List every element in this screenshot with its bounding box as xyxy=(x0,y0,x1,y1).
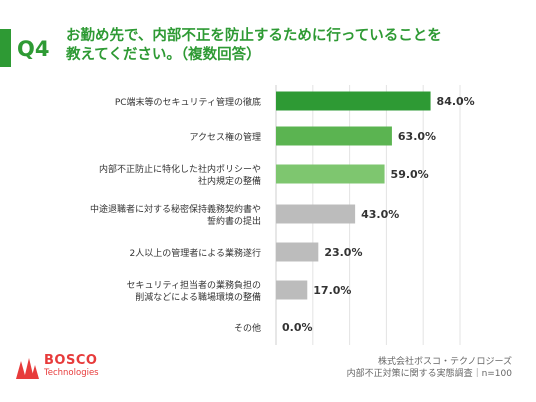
bar xyxy=(276,242,319,262)
value-label: 63.0% xyxy=(398,130,436,143)
value-label: 59.0% xyxy=(391,168,429,181)
bosco-logo-icon xyxy=(16,358,39,379)
category-label: その他 xyxy=(234,322,261,334)
source-company: 株式会社ボスコ・テクノロジーズ xyxy=(377,357,512,367)
value-label: 17.0% xyxy=(313,284,351,297)
value-label: 84.0% xyxy=(437,95,475,108)
question-header: Q4 お勤め先で、内部不正を防止するために行っていることを 教えてください。（複… xyxy=(0,28,536,68)
source-note: 株式会社ボスコ・テクノロジーズ 内部不正対策に関する実態調査｜n=100 xyxy=(347,356,512,380)
logo-name: BOSCO xyxy=(44,353,98,368)
value-label: 23.0% xyxy=(324,246,362,259)
bar xyxy=(276,126,392,146)
value-label: 0.0% xyxy=(282,321,313,334)
category-label: 誓約書の提出 xyxy=(207,215,261,227)
category-label: アクセス権の管理 xyxy=(189,131,261,143)
bar xyxy=(276,280,308,300)
company-logo: BOSCO Technologies xyxy=(14,350,134,384)
question-line-2: 教えてください。（複数回答） xyxy=(66,47,261,63)
bar xyxy=(276,204,356,224)
source-survey: 内部不正対策に関する実態調査｜n=100 xyxy=(346,369,512,379)
category-label: セキュリティ担当者の業務負担の xyxy=(127,279,261,291)
accent-stripe xyxy=(0,29,11,67)
category-label: 2人以上の管理者による業務遂行 xyxy=(130,247,261,259)
category-label: 削減などによる職場環境の整備 xyxy=(135,291,261,303)
bar xyxy=(276,164,385,184)
question-line-1: お勤め先で、内部不正を防止するために行っていることを xyxy=(66,28,442,44)
value-label: 43.0% xyxy=(361,208,399,221)
bar xyxy=(276,91,431,111)
logo-subtitle: Technologies xyxy=(44,368,99,378)
question-text: お勤め先で、内部不正を防止するために行っていることを 教えてください。（複数回答… xyxy=(66,27,526,65)
category-label: 社内規定の整備 xyxy=(198,175,261,187)
category-label: 内部不正防止に特化した社内ポリシーや xyxy=(99,163,261,175)
category-label: 中途退職者に対する秘密保持義務契約書や xyxy=(90,203,261,215)
category-label: PC端末等のセキュリティ管理の徹底 xyxy=(115,96,261,108)
question-number: Q4 xyxy=(17,37,50,61)
